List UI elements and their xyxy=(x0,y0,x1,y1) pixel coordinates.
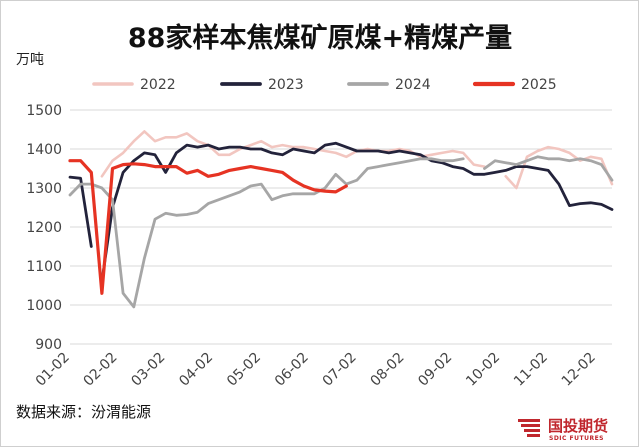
x-tick-label: 01-02 xyxy=(33,350,73,390)
x-tick-label: 08-02 xyxy=(368,350,408,390)
series-2025 xyxy=(68,159,348,295)
y-tick-label: 1000 xyxy=(26,298,62,314)
x-tick-label: 04-02 xyxy=(176,350,216,390)
series-line-2022 xyxy=(100,130,486,178)
y-tick-label: 1300 xyxy=(26,181,62,197)
data-source-note: 数据来源：汾渭能源 xyxy=(16,403,151,421)
legend-label-2022: 2022 xyxy=(140,77,176,93)
legend-label-2025: 2025 xyxy=(521,77,557,93)
series-2024 xyxy=(68,155,614,309)
x-axis-ticks: 01-02 02-02 03-02 04-02 05-02 06-02 07-02 08-02… xyxy=(33,350,599,390)
chart-title: 88家样本焦煤矿原煤+精煤产量 xyxy=(128,22,512,54)
x-tick-label: 03-02 xyxy=(128,350,168,390)
chart-legend: 2022 2023 2024 2025 xyxy=(92,77,557,93)
series-line-2025 xyxy=(68,159,348,295)
series-line-2023 xyxy=(100,141,614,283)
x-tick-label: 10-02 xyxy=(463,350,503,390)
sdic-logo: 国投期货 SDIC FUTURES xyxy=(518,417,608,442)
y-tick-label: 1100 xyxy=(26,259,62,275)
logo-name: 国投期货 xyxy=(548,417,608,435)
y-tick-label: 1400 xyxy=(26,142,62,158)
y-tick-label: 900 xyxy=(35,337,62,353)
series-2023 xyxy=(68,141,614,283)
x-tick-label: 06-02 xyxy=(272,350,312,390)
x-tick-label: 11-02 xyxy=(511,350,551,390)
series-lines xyxy=(68,130,614,309)
legend-label-2023: 2023 xyxy=(268,77,304,93)
x-tick-label: 07-02 xyxy=(320,350,360,390)
series-line-2024 xyxy=(483,155,614,182)
x-tick-label: 09-02 xyxy=(415,350,455,390)
sdic-logo-mark xyxy=(518,419,540,437)
series-line-2024 xyxy=(68,157,465,309)
logo-subtitle: SDIC FUTURES xyxy=(549,435,604,442)
x-tick-label: 12-02 xyxy=(559,350,599,390)
y-tick-label: 1200 xyxy=(26,220,62,236)
x-tick-label: 05-02 xyxy=(224,350,264,390)
legend-label-2024: 2024 xyxy=(395,77,431,93)
x-tick-label: 02-02 xyxy=(81,350,121,390)
series-line-2023 xyxy=(68,175,93,248)
y-tick-label: 1500 xyxy=(26,103,62,119)
y-axis-unit-label: 万吨 xyxy=(16,52,44,68)
y-axis-ticks: 900 1000 1100 1200 1300 1400 1500 xyxy=(26,103,62,353)
